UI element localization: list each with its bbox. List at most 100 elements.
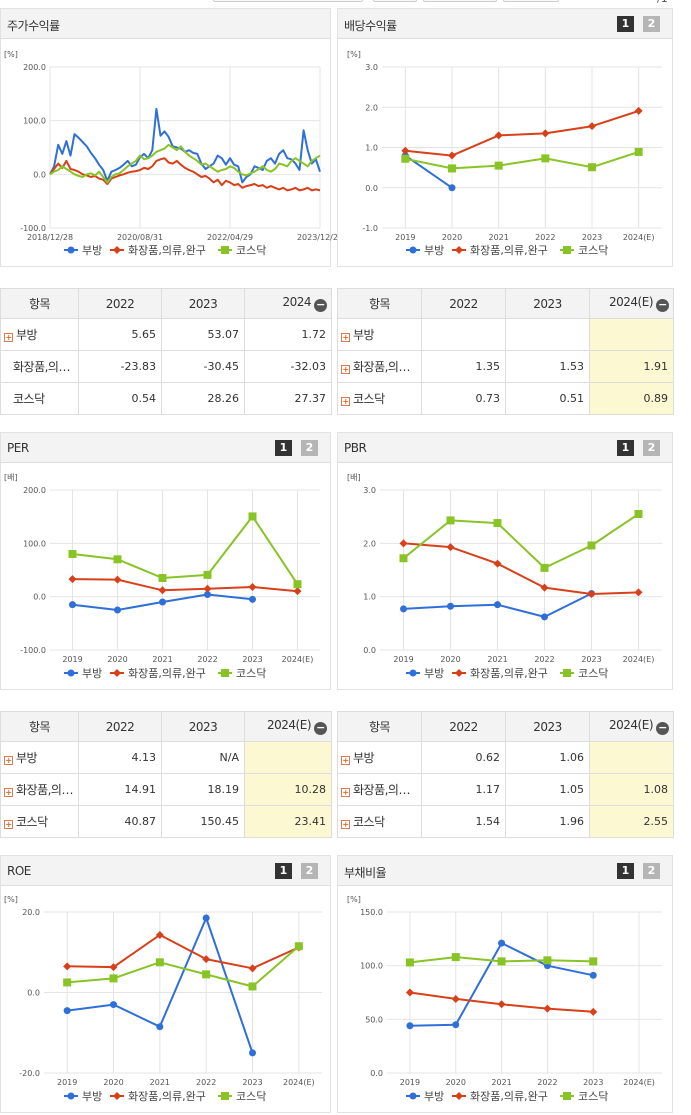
expand-icon[interactable]: + [341,788,350,797]
expand-icon[interactable]: + [341,333,350,342]
price-return-table: 항목 2022 2023 2024− + 부방 5.65 53.07 1.72 화… [0,288,332,415]
data-point [541,613,548,621]
debt-panel: 부채비율 1 2 [%] 0.0 50.0 100.0 150.0 2019 2020 202… [337,855,673,1113]
unit-label: [%] [347,895,361,904]
header-2022: 2022 [421,711,506,742]
series-line [403,542,639,595]
panel-header: ROE 1 2 [1,856,330,886]
row-label-text: 코스닥 [353,392,385,406]
dividend-table: 항목 2022 2023 2024(E) − + 부방 + 화장품,의… 1.35 1… [337,288,674,415]
expand-icon[interactable]: + [4,333,13,342]
table-cell: 0.54 [78,382,162,415]
expand-icon[interactable]: + [341,397,350,406]
collapse-icon[interactable]: − [656,722,669,735]
data-point [63,962,72,971]
table-cell: 40.87 [78,805,162,838]
data-point [589,957,598,966]
table-cell: -32.03 [244,350,332,383]
y-tick-label: 3.0 [363,486,376,495]
panel-header: 부채비율 1 2 [338,856,672,886]
collapse-icon[interactable]: − [314,299,327,312]
data-point [67,246,75,254]
row-label[interactable]: + 부방 [0,741,79,774]
expand-icon[interactable]: + [4,788,13,797]
top-button-2[interactable] [373,0,417,2]
toggle-2-button[interactable]: 2 [301,440,318,456]
x-tick-label: 2024(E) [623,655,655,664]
expand-icon[interactable]: + [341,756,350,765]
x-tick-label: 2022 [537,1078,557,1087]
header-2023: 2023 [161,711,245,742]
table-cell: 10.28 [244,773,332,806]
data-point [563,669,571,677]
collapse-icon[interactable]: − [656,299,669,312]
toggle-1-button[interactable]: 1 [617,16,634,32]
table-cell: 0.62 [421,741,506,774]
legend-label: 코스닥 [578,667,608,680]
table-cell [421,318,506,351]
toggle-1-button[interactable]: 1 [617,863,634,879]
row-label[interactable]: + 코스닥 [337,382,422,415]
data-point [405,988,414,997]
row-label[interactable]: + 부방 [337,318,422,351]
x-tick-label: 2022 [196,1078,216,1087]
toggle-1-button[interactable]: 1 [275,440,292,456]
toggle-2-button[interactable]: 2 [643,863,660,879]
y-tick-label: 2.0 [365,103,378,112]
table-cell: 28.26 [161,382,245,415]
series-line [405,150,640,170]
x-tick-label: 2023 [583,1078,603,1087]
data-point [155,930,164,939]
data-point [158,574,167,582]
table-cell: 1.17 [421,773,506,806]
series-line [67,933,300,970]
expand-icon[interactable]: + [4,820,13,829]
roe-chart: [%] -20.0 0.0 20.0 2019 2020 2021 2022 2023 2024(… [4,895,322,1103]
row-label[interactable]: + 코스닥 [0,805,79,838]
expand-icon[interactable]: + [341,365,350,374]
series-line [67,945,300,988]
price-return-chart: [%] -100.0 0.0 100.0 200.0 2018/12/28 2020/08/… [4,50,343,257]
table-header-row: 항목 2022 2023 2024(E) − [337,711,674,742]
table-cell: 1.05 [505,773,590,806]
top-button-3[interactable] [423,0,497,2]
row-label[interactable]: + 코스닥 [337,805,422,838]
y-tick-label: -20.0 [19,1069,40,1078]
y-tick-label: 0.0 [363,646,376,655]
header-2023: 2023 [505,711,590,742]
panel-title: PBR [344,441,367,455]
table-row: + 화장품,의… 14.91 18.19 10.28 [0,773,332,806]
y-tick-label: 100.0 [360,962,383,971]
expand-icon[interactable]: + [341,820,350,829]
roe-panel: ROE 1 2 [%] -20.0 0.0 20.0 2019 2020 2021 2022 2… [0,855,331,1113]
x-tick-label: 2022/04/29 [207,233,253,242]
table-cell: 0.73 [421,382,506,415]
toggle-2-button[interactable]: 2 [643,440,660,456]
toggle-1-button[interactable]: 1 [275,863,292,879]
series-line [72,578,298,593]
top-button-1[interactable] [213,0,363,2]
header-item: 항목 [337,711,422,742]
row-label[interactable]: + 화장품,의… [337,773,422,806]
data-point [540,583,549,592]
collapse-icon[interactable]: − [314,722,327,735]
data-point [497,1000,506,1009]
y-tick-label: 20.0 [22,908,40,917]
expand-icon[interactable]: + [4,756,13,765]
unit-label: [%] [347,50,361,59]
row-label[interactable]: + 부방 [0,318,79,351]
top-button-4[interactable] [503,0,559,2]
data-point [634,147,643,156]
table-cell: 2.55 [589,805,674,838]
legend-label: 화장품,의류,완구 [128,1090,206,1103]
row-label[interactable]: + 화장품,의… [0,773,79,806]
row-label[interactable]: + 부방 [337,741,422,774]
toggle-1-button[interactable]: 1 [617,440,634,456]
data-point [293,580,302,589]
toggle-2-button[interactable]: 2 [301,863,318,879]
row-label[interactable]: + 화장품,의… [337,350,422,383]
toggle-2-button[interactable]: 2 [643,16,660,32]
header-2024e-label: 2024(E) [609,295,653,309]
data-point [67,1092,75,1100]
table-cell [589,741,674,774]
